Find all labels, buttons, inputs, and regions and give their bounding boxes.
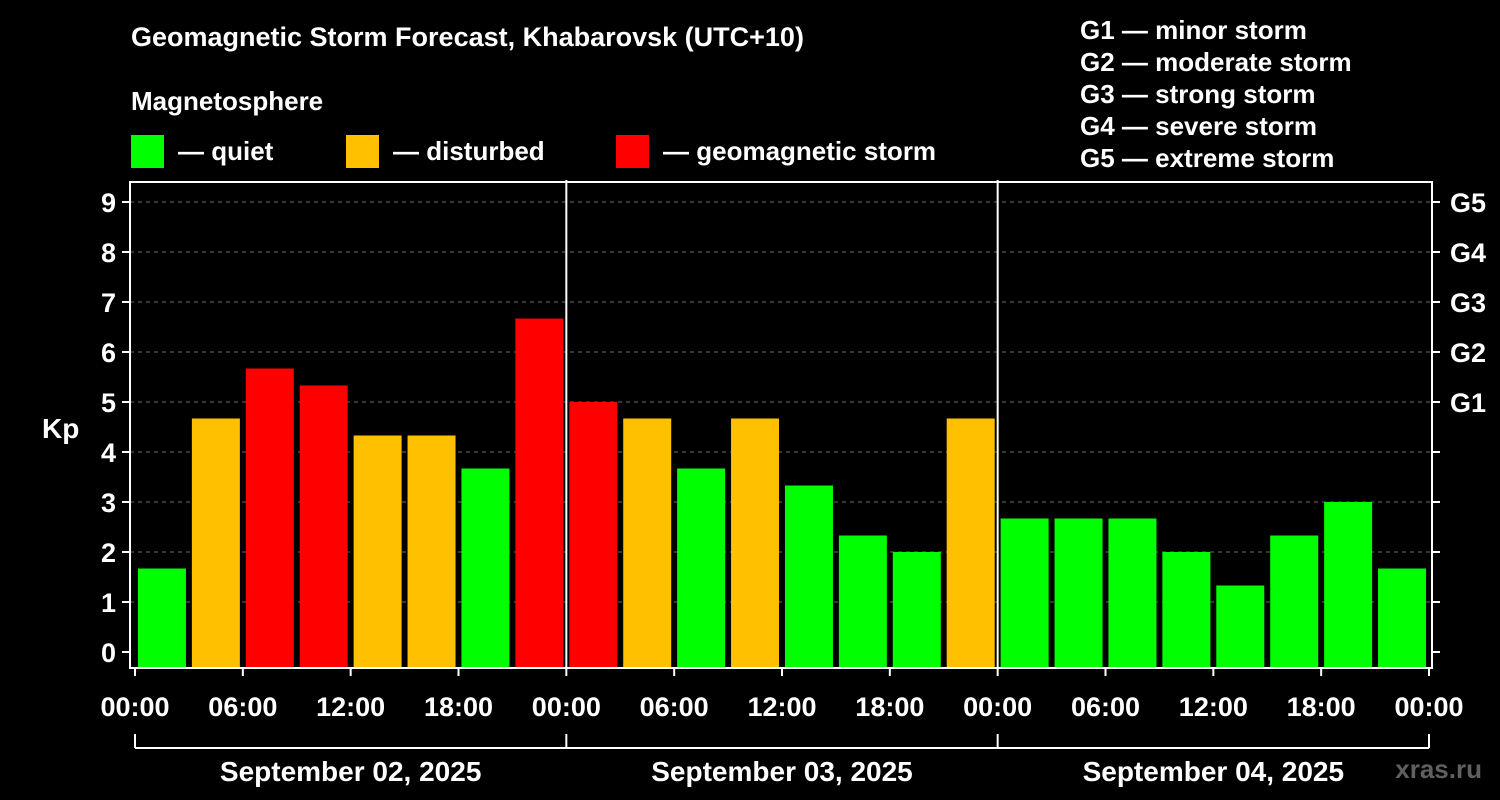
kp-bar [299,385,348,668]
kp-bar [623,418,672,668]
legend-disturbed-swatch [346,134,379,168]
kp-bar [784,485,833,668]
kp-bar [191,418,240,668]
storm-level-label: G5 [1450,188,1486,218]
storm-level-label: G3 [1450,288,1486,318]
kp-bar [515,318,564,668]
storm-scale-list: G1 — minor storm G2 — moderate storm G3 … [1080,14,1352,174]
y-tick-label: 9 [101,188,116,218]
y-tick-label: 5 [101,388,116,418]
kp-bar [1270,535,1319,668]
x-tick-label: 18:00 [424,692,493,722]
kp-bar [1324,502,1373,668]
watermark: xras.ru [1395,754,1482,784]
chart-title: Geomagnetic Storm Forecast, Khabarovsk (… [131,22,804,52]
legend-heading: Magnetosphere [131,86,324,116]
legend-storm-swatch [616,134,649,168]
storm-level-label: G2 [1450,338,1486,368]
legend-quiet: — quiet [131,134,273,168]
kp-bar [892,552,941,668]
kp-bar [1378,568,1427,668]
x-tick-label: 18:00 [855,692,924,722]
x-tick-label: 12:00 [1179,692,1248,722]
kp-bar [461,468,510,668]
y-tick-label: 0 [101,638,116,668]
y-axis-label: Kp [42,413,79,444]
kp-bar [1162,552,1211,668]
storm-scale-g4: G4 — severe storm [1080,111,1318,141]
x-tick-label: 00:00 [100,692,169,722]
storm-level-label: G1 [1450,388,1486,418]
x-tick-label: 00:00 [1394,692,1463,722]
kp-bar [407,435,456,668]
y-tick-label: 7 [101,288,116,318]
storm-scale-g5: G5 — extreme storm [1080,143,1335,173]
legend-storm: — geomagnetic storm [616,134,936,168]
storm-scale-g1: G1 — minor storm [1080,15,1307,45]
x-tick-label: 00:00 [963,692,1032,722]
kp-bar [731,418,780,668]
kp-bar [677,468,726,668]
y-tick-label: 1 [101,588,116,618]
storm-scale-g3: G3 — strong storm [1080,79,1316,109]
y-tick-label: 3 [101,488,116,518]
kp-bar [137,568,186,668]
x-tick-label: 06:00 [208,692,277,722]
kp-bar [1054,518,1103,668]
date-label: September 02, 2025 [220,756,482,787]
kp-bar [569,402,618,668]
legend-quiet-swatch [131,134,164,168]
kp-bar [245,368,294,668]
kp-bar [838,535,887,668]
y-tick-label: 4 [101,438,116,468]
legend-disturbed: — disturbed [346,134,545,168]
kp-bar [353,435,402,668]
x-tick-label: 12:00 [316,692,385,722]
legend-quiet-label: — quiet [178,135,274,166]
legend-storm-label: — geomagnetic storm [663,135,937,166]
x-tick-label: 06:00 [1071,692,1140,722]
kp-bar [1216,585,1265,668]
x-tick-label: 12:00 [747,692,816,722]
y-tick-label: 2 [101,538,116,568]
x-tick-label: 18:00 [1287,692,1356,722]
legend-disturbed-label: — disturbed [393,135,545,166]
date-label: September 04, 2025 [1083,756,1345,787]
y-tick-label: 6 [101,338,116,368]
kp-bar [1108,518,1157,668]
x-tick-label: 06:00 [640,692,709,722]
kp-bar [946,418,995,668]
storm-level-label: G4 [1450,238,1486,268]
kp-bar [1000,518,1049,668]
storm-scale-g2: G2 — moderate storm [1080,47,1352,77]
date-label: September 03, 2025 [651,756,913,787]
y-tick-label: 8 [101,238,116,268]
x-tick-label: 00:00 [532,692,601,722]
